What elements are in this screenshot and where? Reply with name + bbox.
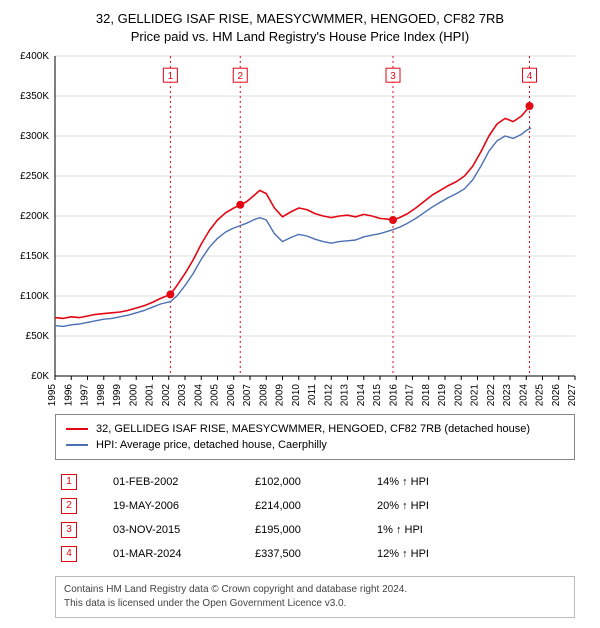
svg-text:£250K: £250K: [20, 171, 49, 182]
svg-text:1996: 1996: [63, 384, 74, 406]
sale-price: £337,500: [249, 542, 371, 566]
title-line-2: Price paid vs. HM Land Registry's House …: [0, 28, 600, 46]
svg-text:2017: 2017: [405, 384, 416, 406]
sale-delta: 12% ↑ HPI: [371, 542, 575, 566]
chart-area: £0K £50K £100K £150K £200K £250K £300K £350K £40…: [0, 46, 600, 406]
legend-swatch: [66, 444, 88, 446]
footer-line-2: This data is licensed under the Open Gov…: [64, 597, 566, 611]
svg-text:2027: 2027: [567, 384, 578, 406]
svg-text:1997: 1997: [80, 384, 91, 406]
svg-text:1995: 1995: [47, 384, 58, 406]
sale-delta: 14% ↑ HPI: [371, 470, 575, 494]
svg-text:2023: 2023: [502, 384, 513, 406]
svg-text:3: 3: [390, 72, 396, 83]
svg-text:£0K: £0K: [31, 371, 49, 382]
svg-text:2026: 2026: [551, 384, 562, 406]
sales-table: 1 01-FEB-2002£102,00014% ↑ HPI 2 19-MAY-200…: [55, 470, 575, 566]
svg-text:2025: 2025: [535, 384, 546, 406]
sale-badge: 4: [61, 546, 77, 562]
svg-text:2: 2: [237, 72, 243, 83]
legend-swatch: [66, 428, 88, 430]
svg-text:2015: 2015: [372, 384, 383, 406]
svg-text:2010: 2010: [291, 384, 302, 406]
svg-text:2005: 2005: [210, 384, 221, 406]
svg-text:£300K: £300K: [20, 131, 49, 142]
svg-text:£350K: £350K: [20, 91, 49, 102]
svg-text:2011: 2011: [307, 384, 318, 406]
sale-date: 01-FEB-2002: [107, 470, 249, 494]
sale-badge: 1: [61, 474, 77, 490]
svg-text:1: 1: [168, 72, 174, 83]
svg-text:£150K: £150K: [20, 251, 49, 262]
sales-row: 4 01-MAR-2024£337,50012% ↑ HPI: [55, 542, 575, 566]
svg-text:2020: 2020: [453, 384, 464, 406]
legend: 32, GELLIDEG ISAF RISE, MAESYCWMMER, HEN…: [55, 414, 575, 460]
legend-label: HPI: Average price, detached house, Caer…: [96, 439, 327, 451]
svg-text:2004: 2004: [193, 384, 204, 406]
svg-text:2001: 2001: [145, 384, 156, 406]
sale-delta: 1% ↑ HPI: [371, 518, 575, 542]
svg-text:£100K: £100K: [20, 291, 49, 302]
sales-row: 1 01-FEB-2002£102,00014% ↑ HPI: [55, 470, 575, 494]
sale-date: 03-NOV-2015: [107, 518, 249, 542]
svg-text:2008: 2008: [258, 384, 269, 406]
svg-text:2007: 2007: [242, 384, 253, 406]
svg-text:4: 4: [527, 72, 533, 83]
svg-text:2000: 2000: [128, 384, 139, 406]
svg-text:2002: 2002: [161, 384, 172, 406]
svg-text:2018: 2018: [421, 384, 432, 406]
sale-price: £102,000: [249, 470, 371, 494]
svg-text:2024: 2024: [518, 384, 529, 406]
chart-container: 32, GELLIDEG ISAF RISE, MAESYCWMMER, HEN…: [0, 0, 600, 618]
legend-label: 32, GELLIDEG ISAF RISE, MAESYCWMMER, HEN…: [96, 423, 530, 435]
sales-row: 2 19-MAY-2006£214,00020% ↑ HPI: [55, 494, 575, 518]
sale-badge: 2: [61, 498, 77, 514]
svg-text:2021: 2021: [470, 384, 481, 406]
sale-date: 01-MAR-2024: [107, 542, 249, 566]
svg-text:£50K: £50K: [26, 331, 50, 342]
svg-text:2014: 2014: [356, 384, 367, 406]
svg-text:2022: 2022: [486, 384, 497, 406]
sale-delta: 20% ↑ HPI: [371, 494, 575, 518]
sale-price: £195,000: [249, 518, 371, 542]
svg-text:2016: 2016: [388, 384, 399, 406]
svg-text:2009: 2009: [275, 384, 286, 406]
svg-text:2006: 2006: [226, 384, 237, 406]
svg-text:1999: 1999: [112, 384, 123, 406]
attribution-footer: Contains HM Land Registry data © Crown c…: [55, 576, 575, 618]
svg-text:2013: 2013: [340, 384, 351, 406]
title-line-1: 32, GELLIDEG ISAF RISE, MAESYCWMMER, HEN…: [0, 10, 600, 28]
svg-text:1998: 1998: [96, 384, 107, 406]
svg-text:2003: 2003: [177, 384, 188, 406]
footer-line-1: Contains HM Land Registry data © Crown c…: [64, 583, 566, 597]
sale-price: £214,000: [249, 494, 371, 518]
svg-text:£400K: £400K: [20, 51, 49, 62]
svg-text:2019: 2019: [437, 384, 448, 406]
legend-item: HPI: Average price, detached house, Caer…: [66, 437, 564, 453]
line-chart-svg: £0K £50K £100K £150K £200K £250K £300K £350K £40…: [0, 46, 600, 406]
sales-row: 3 03-NOV-2015£195,0001% ↑ HPI: [55, 518, 575, 542]
svg-text:£200K: £200K: [20, 211, 49, 222]
chart-title: 32, GELLIDEG ISAF RISE, MAESYCWMMER, HEN…: [0, 0, 600, 46]
sale-badge: 3: [61, 522, 77, 538]
sale-date: 19-MAY-2006: [107, 494, 249, 518]
svg-text:2012: 2012: [323, 384, 334, 406]
legend-item: 32, GELLIDEG ISAF RISE, MAESYCWMMER, HEN…: [66, 421, 564, 437]
